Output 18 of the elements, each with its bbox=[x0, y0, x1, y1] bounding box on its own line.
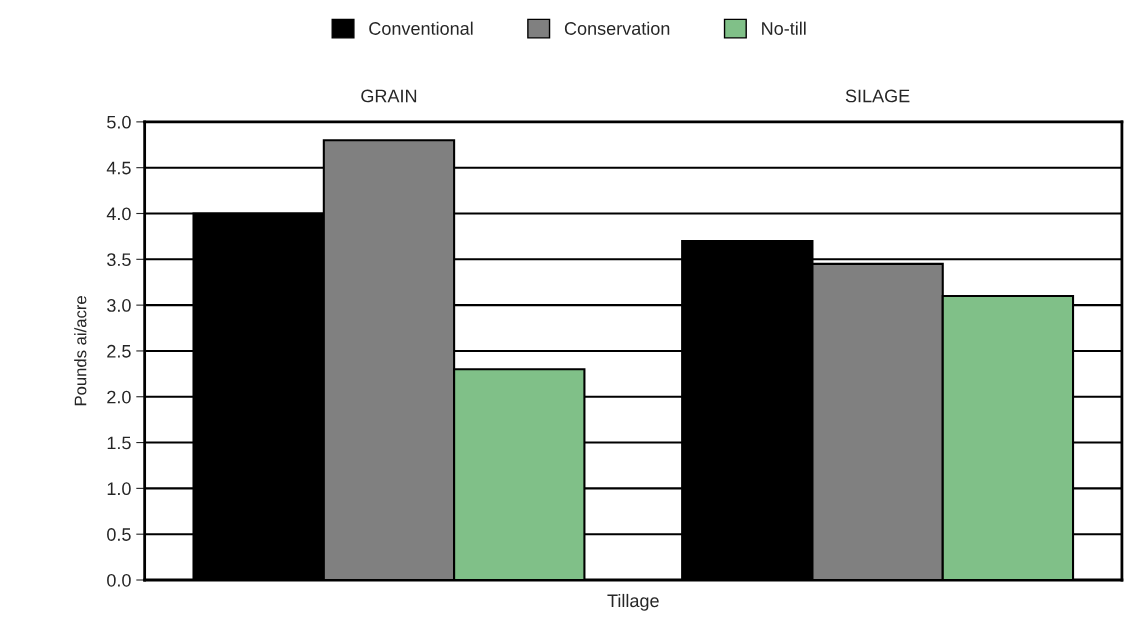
y-tick-label: 0.5 bbox=[107, 528, 131, 541]
legend-label: Conventional bbox=[369, 21, 473, 35]
y-tick-label: 3.5 bbox=[107, 253, 131, 267]
y-tick-label: 0.0 bbox=[107, 573, 131, 587]
y-tick-label: 1.5 bbox=[107, 436, 131, 450]
y-axis-title: Pounds ai/acre bbox=[74, 296, 87, 406]
legend-label: No-till bbox=[762, 21, 806, 35]
y-tick-label: 4.5 bbox=[106, 161, 131, 175]
x-tick-label: GRAIN bbox=[361, 89, 417, 103]
y-tick-label: 2.0 bbox=[107, 390, 131, 404]
x-axis-title: Tillage bbox=[607, 593, 659, 611]
y-tick-label: 1.0 bbox=[107, 482, 131, 496]
x-tick-label: SILAGE bbox=[845, 89, 910, 103]
y-tick-label: 5.0 bbox=[107, 115, 131, 129]
y-tick-label: 3.0 bbox=[107, 299, 131, 312]
y-tick-label: 2.5 bbox=[107, 344, 131, 358]
y-tick-label: 4.0 bbox=[106, 207, 131, 221]
legend-label: Conservation bbox=[564, 21, 670, 35]
